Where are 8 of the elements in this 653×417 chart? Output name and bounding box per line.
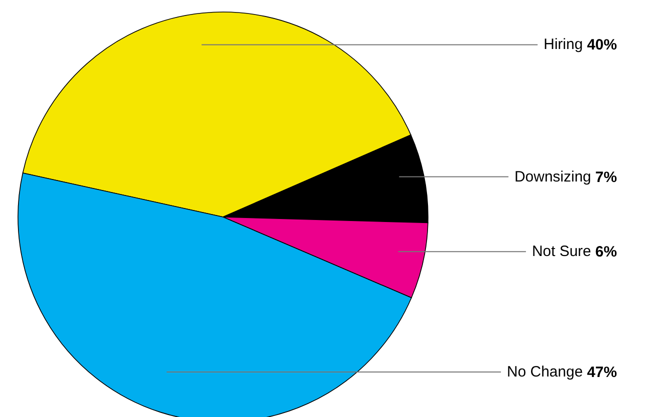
data-label: 6% bbox=[591, 243, 617, 260]
data-label: 7% bbox=[591, 168, 617, 186]
slice-label: Not Sure bbox=[532, 243, 592, 260]
data-label: 47% bbox=[582, 364, 617, 381]
slice-label: Downsizing bbox=[514, 168, 592, 186]
data-label: 40% bbox=[582, 36, 617, 54]
slice-label: No Change bbox=[506, 364, 583, 381]
slice-label: Hiring bbox=[544, 36, 583, 54]
